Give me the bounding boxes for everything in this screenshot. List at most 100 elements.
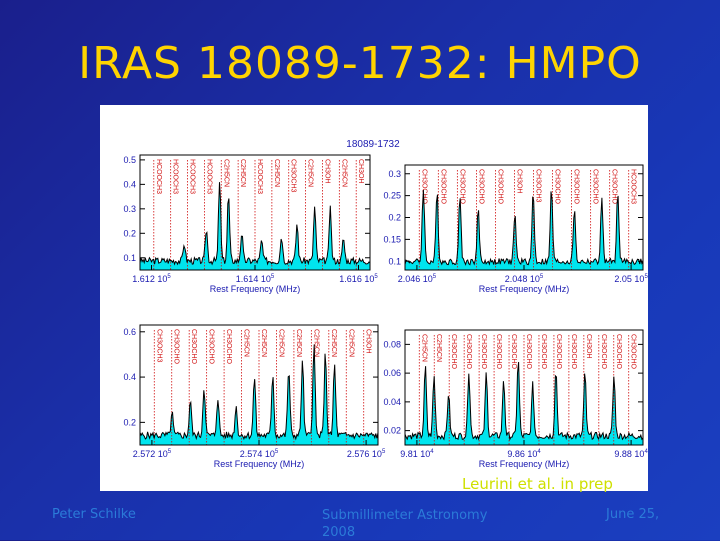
line-id-label: CH3OCHO	[190, 329, 197, 365]
line-id-label: C2H5CN	[295, 329, 302, 357]
x-tick-label: 9.81 104	[400, 449, 434, 459]
line-id-label: CH3OCHO	[540, 334, 547, 370]
line-id-label: CH3OCH3	[155, 329, 162, 363]
line-id-label: CH3OCHO	[611, 169, 618, 205]
x-tick-label: 2.048 105	[505, 274, 544, 284]
line-id-label: CH3OCHO	[615, 334, 622, 370]
line-id-label: CH3OCHO	[450, 334, 457, 370]
line-id-label: CH3OCHO	[555, 334, 562, 370]
spectra-figure: 18089-1732 HCOOCH3 HCOOCH3 HCOOCH3 HCOOCH3 C2…	[100, 105, 648, 491]
line-id-label: CH3OCHO	[477, 169, 484, 205]
x-tick-label: 1.612 105	[132, 274, 171, 284]
footer-event: Submillimeter Astronomy 2008	[322, 507, 512, 541]
y-tick-label: 0.3	[123, 204, 136, 214]
line-id-label: CH3OCHO	[496, 169, 503, 205]
line-id-label: C2H5CN	[239, 159, 246, 187]
line-id-label: CH3OCHO	[510, 334, 517, 370]
line-id-label: CH3OCHO	[225, 329, 232, 365]
line-id-label: CH3OCH3	[535, 169, 542, 203]
line-id-label: C2H5CN	[312, 329, 319, 357]
line-id-label: CH3OCHO	[480, 334, 487, 370]
line-id-label: CH3OCHO	[592, 169, 599, 205]
x-tick-label: 1.614 105	[236, 274, 275, 284]
y-tick-label: 0.6	[123, 327, 136, 337]
x-tick-label: 1.616 105	[339, 274, 378, 284]
x-tick-label: 9.86 104	[507, 449, 541, 459]
spectrum-fill-0	[140, 182, 370, 270]
y-tick-label: 0.4	[123, 179, 136, 189]
line-id-label: CH3OCHO	[525, 334, 532, 370]
spectrum-line-0	[139, 182, 371, 266]
x-axis-label: Rest Frequency (MHz)	[479, 284, 570, 294]
line-id-label: C2H5CN	[260, 329, 267, 357]
line-id-label: HCOOCH3	[256, 159, 263, 194]
x-axis-label: Rest Frequency (MHz)	[210, 284, 301, 294]
y-tick-label: 0.1	[123, 253, 136, 263]
line-id-label: CH3OCHO	[439, 169, 446, 205]
spectrum-fill-2	[140, 344, 378, 445]
line-id-label: C2H5CN	[347, 329, 354, 357]
x-tick-label: 2.05 105	[614, 274, 648, 284]
slide-title: IRAS 18089-1732: HMPO	[78, 38, 642, 89]
spectrum-line-2	[139, 344, 379, 441]
line-id-label: C2H5CN	[307, 159, 314, 187]
line-id-label: CH3OH	[365, 329, 372, 354]
footer-event-line1: Submillimeter Astronomy	[322, 508, 488, 523]
y-tick-label: 0.15	[383, 234, 401, 244]
line-id-label: CH3OH	[323, 159, 330, 184]
y-tick-label: 0.3	[388, 169, 401, 179]
footer-event-line2: 2008	[322, 525, 356, 540]
x-tick-label: 9.88 104	[614, 449, 648, 459]
line-id-label: C2H5CN	[243, 329, 250, 357]
line-id-label: CH3OCHO	[495, 334, 502, 370]
x-axis-label: Rest Frequency (MHz)	[479, 459, 570, 469]
spectra-plot: 18089-1732 HCOOCH3 HCOOCH3 HCOOCH3 HCOOCH3 C2…	[123, 139, 648, 469]
line-id-label: HCOOCH3	[205, 159, 212, 194]
line-id-label: HCOOCH3	[172, 159, 179, 194]
line-id-label: CH3OCHO	[458, 169, 465, 205]
footer-date: June 25,	[606, 507, 660, 522]
line-id-label: CH3OCHO	[554, 169, 561, 205]
line-id-label: CH3OCH3	[290, 159, 297, 193]
line-id-label: CH3OH	[585, 334, 592, 359]
y-tick-label: 0.25	[383, 191, 401, 201]
y-tick-label: 0.06	[383, 368, 401, 378]
line-id-label: HCOOCH3	[155, 159, 162, 194]
y-tick-label: 0.2	[123, 228, 136, 238]
y-tick-label: 0.2	[388, 213, 401, 223]
y-tick-label: 0.1	[388, 256, 401, 266]
y-tick-label: 0.02	[383, 426, 401, 436]
footer-author: Peter Schilke	[52, 507, 136, 522]
line-id-label: CH3OCHO	[600, 334, 607, 370]
line-id-label: CH3OCHO	[630, 334, 637, 370]
y-tick-label: 0.5	[123, 155, 136, 165]
line-id-label: CH3OH	[357, 159, 364, 184]
spectrum-line-1	[404, 189, 644, 266]
line-id-label: C2H5CN	[420, 334, 427, 362]
y-tick-label: 0.4	[123, 372, 136, 382]
line-id-label: C2H5CN	[277, 329, 284, 357]
line-id-label: CH3OCHO	[208, 329, 215, 365]
spectrum-fill-3	[405, 362, 643, 445]
credit-text: Leurini et al. in prep	[462, 475, 613, 493]
x-tick-label: 2.046 105	[398, 274, 437, 284]
chart-title: 18089-1732	[346, 139, 400, 150]
y-tick-label: 0.08	[383, 339, 401, 349]
y-tick-label: 0.04	[383, 397, 401, 407]
x-axis-label: Rest Frequency (MHz)	[214, 459, 305, 469]
line-id-label: CH3OCHO	[173, 329, 180, 365]
line-id-label: CH3OCHO	[570, 334, 577, 370]
line-id-label: HCOOCH3	[189, 159, 196, 194]
line-id-label: CH3OH	[515, 169, 522, 194]
line-id-label: HCOOCH3	[630, 169, 637, 204]
x-tick-label: 2.572 105	[133, 449, 172, 459]
spectrum-fill-1	[405, 190, 643, 270]
line-id-label: CH3OCHO	[420, 169, 427, 205]
spectrum-line-3	[404, 361, 644, 441]
line-id-label: C2H5CN	[273, 159, 280, 187]
line-id-label: C2H5CN	[340, 159, 347, 187]
line-id-label: C2H5CN	[435, 334, 442, 362]
y-tick-label: 0.2	[123, 417, 136, 427]
line-id-label: CH3OCHO	[465, 334, 472, 370]
line-id-label: CH3OCHO	[573, 169, 580, 205]
